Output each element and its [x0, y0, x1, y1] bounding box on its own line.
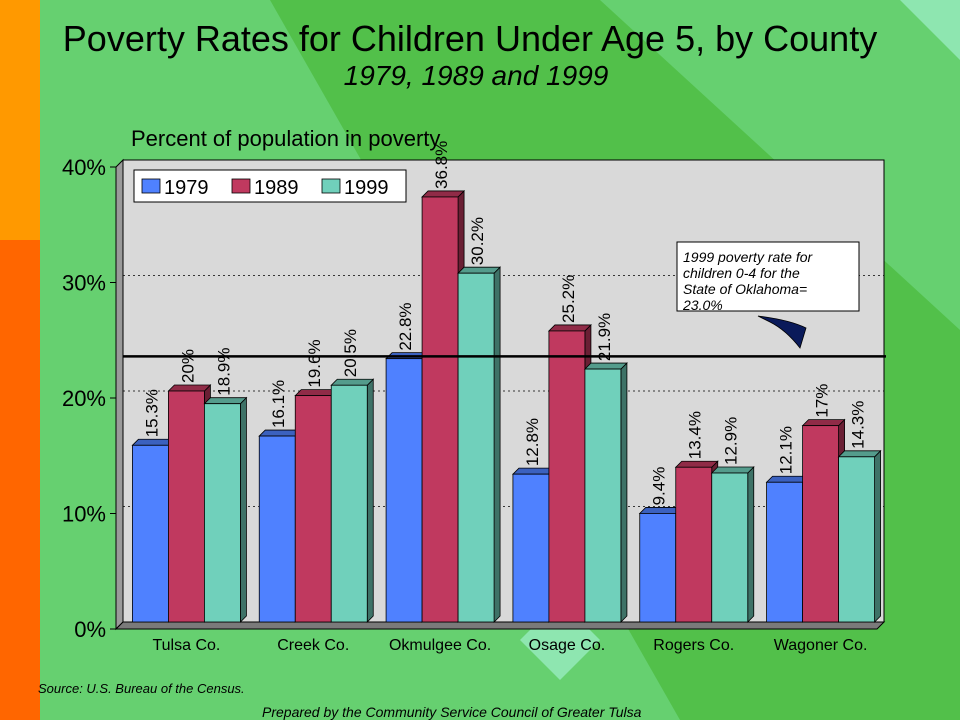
bar-top [837, 450, 882, 458]
data-label: 18.9% [214, 348, 233, 396]
x-tick-label: Okmulgee Co. [389, 637, 491, 654]
legend-label: 1999 [344, 177, 389, 199]
callout-arrow-icon [757, 315, 807, 349]
bar-side [366, 378, 374, 623]
legend-label: 1989 [254, 177, 299, 199]
bar-top [674, 460, 719, 468]
plot-side-wall [115, 158, 124, 631]
bar-1979 [258, 435, 296, 623]
data-label: 20.5% [341, 329, 360, 377]
bar-1979 [512, 473, 550, 623]
legend-label: 1979 [164, 177, 209, 199]
legend-box [133, 169, 407, 203]
annotation-text: 23.0% [682, 297, 723, 313]
legend-swatch [231, 178, 251, 194]
y-tick-label: 30% [62, 271, 106, 296]
data-label: 19.6% [305, 339, 324, 387]
bar-top [167, 384, 212, 392]
source-note: Source: U.S. Bureau of the Census. [38, 681, 245, 696]
page-subtitle: 1979, 1989 and 1999 [343, 60, 609, 91]
data-label: 36.8% [432, 141, 451, 189]
data-label: 25.2% [559, 275, 578, 323]
bar-1999 [457, 272, 495, 623]
bar-side [874, 449, 881, 623]
bar-1989 [675, 466, 713, 623]
bar-1979 [385, 358, 423, 623]
annotation-text: State of Oklahoma= [683, 281, 807, 297]
page-title: Poverty Rates for Children Under Age 5, … [62, 18, 878, 59]
annotation-text: 1999 poverty rate for [683, 249, 814, 265]
data-label: 14.3% [849, 401, 868, 449]
bar-side [240, 396, 247, 623]
x-tick-label: Tulsa Co. [152, 637, 220, 654]
bar-top [457, 266, 502, 274]
bar-top [547, 324, 592, 332]
legend-swatch [321, 178, 341, 194]
data-label: 20% [178, 349, 197, 383]
data-label: 17% [813, 384, 832, 418]
bar-1989 [802, 425, 839, 623]
data-label: 9.4% [650, 467, 669, 506]
plot-floor [114, 621, 886, 630]
data-label: 12.8% [523, 418, 542, 466]
y-tick-label: 20% [62, 386, 106, 411]
bar-1979 [639, 513, 677, 623]
x-tick-label: Osage Co. [529, 637, 605, 654]
y-tick-label: 10% [62, 502, 106, 527]
x-tick-label: Creek Co. [277, 637, 349, 654]
y-tick-label: 0% [74, 617, 106, 642]
bar-1979 [766, 481, 803, 623]
bar-side [493, 266, 501, 623]
bar-1999 [711, 472, 749, 623]
data-label: 15.3% [142, 389, 161, 437]
data-label: 22.8% [396, 302, 415, 350]
data-label: 21.9% [595, 313, 614, 361]
bar-1999 [584, 368, 622, 623]
bar-top [421, 190, 466, 198]
annotation-text: children 0-4 for the [683, 265, 800, 281]
bar-side [747, 466, 755, 623]
bar-top [710, 466, 755, 474]
background-corner [900, 0, 960, 60]
data-label: 12.9% [722, 417, 741, 465]
annotation-box [676, 241, 860, 312]
bar-side [620, 362, 628, 623]
data-label: 30.2% [468, 217, 487, 265]
prepared-by-note: Prepared by the Community Service Counci… [262, 704, 642, 720]
bar-1999 [330, 384, 368, 623]
legend-swatch [141, 178, 161, 194]
bar-1989 [168, 390, 205, 623]
y-tick-label: 40% [62, 155, 106, 180]
bar-top [583, 362, 628, 370]
bar-top [801, 419, 846, 427]
bar-1989 [421, 196, 459, 623]
left-strip-red [0, 240, 40, 720]
bar-1979 [132, 444, 169, 623]
y-axis-label: Percent of population in poverty [131, 126, 440, 151]
left-strip-orange [0, 0, 40, 240]
bar-top [203, 397, 248, 405]
x-tick-label: Rogers Co. [653, 637, 734, 654]
data-label: 16.1% [269, 380, 288, 428]
bar-1989 [548, 330, 586, 623]
bar-1999 [838, 456, 875, 623]
bar-1999 [204, 403, 241, 623]
data-label: 13.4% [686, 411, 705, 459]
data-label: 12.1% [777, 426, 796, 474]
bar-1989 [294, 395, 332, 623]
x-tick-label: Wagoner Co. [774, 637, 868, 654]
bar-top [330, 378, 375, 386]
